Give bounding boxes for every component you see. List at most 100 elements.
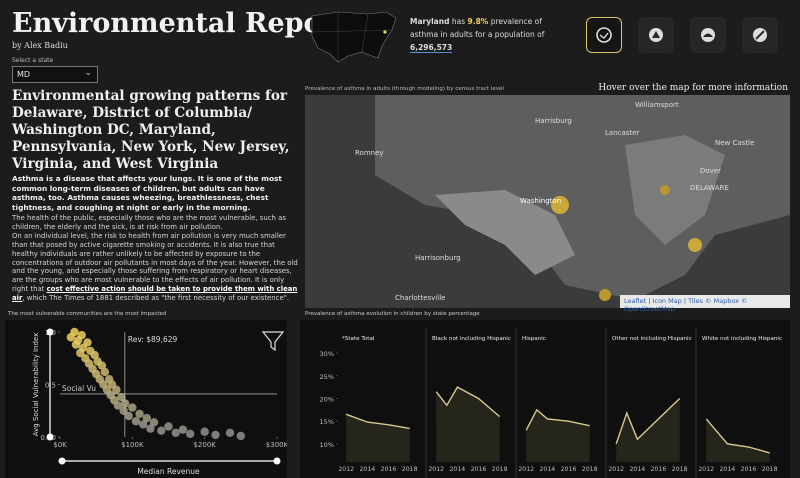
hotspot (551, 196, 569, 214)
point (97, 361, 107, 370)
point (157, 426, 166, 435)
point (236, 431, 246, 441)
line (525, 408, 590, 431)
map-hint: Hover over the map for more information (598, 83, 788, 93)
x-tick-label: $200K (193, 441, 216, 449)
state-name: Maryland (410, 17, 450, 26)
area (346, 414, 410, 462)
tract-map: Williamsport Harrisburg Lancaster Romney Was… (305, 95, 790, 308)
icon-button[interactable] (638, 17, 674, 53)
slider-handle[interactable] (273, 457, 281, 465)
small-multiples: 10% 15% 20% 25% 30% *State Total 2012 2014 2016 2… (300, 320, 790, 478)
x-tick-label: 2018 (672, 466, 688, 473)
text: prevalence of asthma in adults for a pop… (410, 17, 545, 39)
us-map (311, 11, 397, 63)
x-tick-label: 2012 (608, 466, 624, 473)
body-text: The health of the public, especially tho… (12, 214, 300, 303)
y-tick-label: 15% (320, 418, 334, 426)
x-tick-label: $0K (53, 441, 67, 449)
point (149, 418, 159, 427)
emphasis: cost effective action should be taken to… (12, 285, 298, 303)
population: 6,296,573 (410, 43, 453, 53)
x-tick-label: 2014 (719, 466, 735, 473)
y-tick-label: 30% (320, 350, 334, 358)
area (436, 387, 500, 462)
heading: Environmental growing patterns for Delaw… (12, 88, 290, 172)
panel-title: Hispanic (522, 336, 546, 342)
us-silhouette (311, 11, 397, 63)
map-label: DELAWARE (690, 184, 729, 192)
panel-title: Prevalence of asthma evolution in childr… (305, 311, 480, 317)
point (135, 409, 144, 419)
paragraph: On an individual level, the risk to heal… (12, 232, 300, 303)
select-label: Select a state (12, 57, 54, 64)
map-label: Charlottesville (395, 294, 445, 302)
text: On an individual level, the risk to heal… (12, 231, 298, 294)
text: , which The Times of 1881 described as "… (22, 294, 290, 303)
title: Environmental Report (12, 8, 349, 39)
slider-handle[interactable] (46, 433, 54, 441)
x-tick-label: 2014 (629, 466, 645, 473)
x-tick-label: 2016 (471, 466, 487, 473)
x-tick-label: 2018 (762, 466, 778, 473)
point (70, 327, 79, 337)
text: has (451, 17, 466, 26)
reference-label: Social Vu (62, 384, 96, 393)
map-label: Harrisonburg (415, 254, 461, 262)
map-label: Williamsport (635, 101, 679, 109)
icon-button[interactable] (586, 17, 622, 53)
state-dropdown[interactable]: MD ⌄ (12, 66, 98, 83)
author: by Alex Badiu (12, 41, 68, 50)
dropdown-arrow: ⌄ (84, 68, 92, 78)
point (225, 428, 235, 437)
map-label: Romney (355, 149, 384, 157)
rate: 9.8% (467, 17, 489, 26)
point (146, 424, 155, 433)
panel-title: Black not including Hispanic (432, 336, 511, 342)
map-label: New Castle (715, 139, 754, 147)
icon-button[interactable] (690, 17, 726, 53)
x-axis-title: Median Revenue (137, 467, 200, 476)
panel-title: The most vulnerable communities are the … (8, 311, 167, 317)
reference-label: Rev: $89,629 (128, 335, 178, 344)
summary: Maryland has 9.8% prevalence of asthma i… (410, 15, 560, 54)
point (119, 406, 128, 415)
point (128, 403, 137, 412)
slider-handle[interactable] (46, 328, 54, 336)
icon-button[interactable] (742, 17, 778, 53)
panel-title: Other not including Hispanic (612, 336, 692, 342)
hotspot (660, 185, 670, 195)
icon (596, 27, 612, 43)
point (200, 427, 209, 436)
x-tick-label: 2012 (518, 466, 534, 473)
slider-handle[interactable] (58, 457, 66, 465)
x-tick-label: 2016 (561, 466, 577, 473)
point (211, 430, 220, 440)
icon (649, 28, 663, 42)
region (625, 135, 725, 245)
y-tick-label: 20% (320, 395, 334, 403)
line (435, 386, 501, 418)
line (615, 397, 681, 445)
x-tick-label: 2018 (492, 466, 508, 473)
point (117, 392, 126, 402)
area (526, 409, 590, 462)
selected-state (383, 30, 387, 34)
x-tick-label: 2018 (402, 466, 418, 473)
x-tick-label: $300K (266, 441, 287, 449)
line (705, 418, 770, 454)
panel-title: White not including Hispanic (702, 336, 782, 342)
y-tick-label: 25% (320, 373, 334, 381)
x-tick-label: 2016 (741, 466, 757, 473)
x-tick-label: 2012 (428, 466, 444, 473)
x-tick-label: 2016 (381, 466, 397, 473)
point (90, 350, 99, 360)
filter-icon[interactable] (261, 331, 285, 352)
hotspot (599, 289, 611, 301)
map-label: Washington (520, 197, 561, 205)
map-label: Lancaster (605, 129, 639, 137)
state-borders (311, 12, 393, 62)
point (142, 413, 151, 423)
area (706, 418, 770, 462)
